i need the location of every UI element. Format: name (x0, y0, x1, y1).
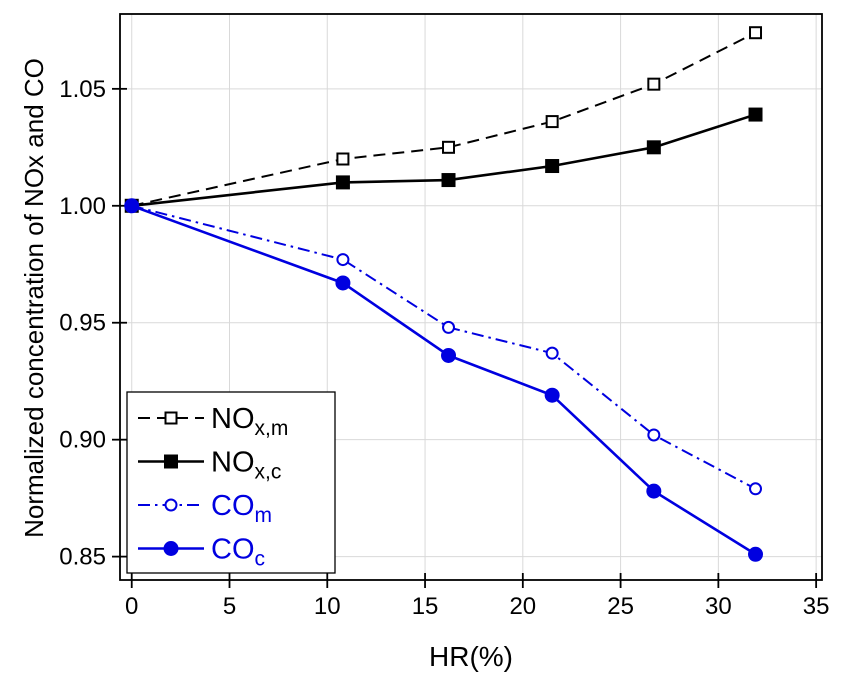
legend-item-com: COm (138, 490, 272, 527)
x-tick-label: 35 (803, 593, 830, 620)
data-point-marker (545, 115, 559, 129)
legend-label: NOx,m (211, 403, 288, 440)
axis-ticks (112, 87, 818, 588)
y-tick-label: 0.95 (59, 310, 106, 337)
x-tick-label: 30 (705, 593, 732, 620)
x-tick-label: 5 (223, 593, 236, 620)
data-point-marker (646, 483, 662, 499)
series-nox-c (124, 107, 763, 213)
legend-item-coc: COc (138, 534, 265, 571)
series-coc (124, 198, 764, 562)
data-point-marker (441, 347, 457, 363)
legend-label: NOx,c (211, 447, 281, 484)
data-point-marker (441, 173, 456, 188)
data-point-marker (748, 546, 764, 562)
y-tick-label: 0.85 (59, 544, 106, 571)
series-line (131, 113, 756, 208)
series-line (131, 204, 757, 556)
data-point-marker (336, 253, 350, 267)
legend-item-nox-c: NOx,c (138, 447, 281, 484)
x-tick-label: 15 (412, 593, 439, 620)
legend-label: COc (211, 534, 265, 571)
data-point-marker (442, 320, 456, 334)
grid (120, 14, 822, 580)
y-tick-label: 1.00 (59, 193, 106, 220)
y-tick-label: 0.90 (59, 427, 106, 454)
data-point-marker (749, 482, 763, 496)
y-tick-label: 1.05 (59, 76, 106, 103)
series-line (131, 204, 756, 490)
data-point-marker (647, 77, 661, 91)
x-axis-label: HR(%) (429, 641, 513, 672)
data-point-marker (442, 140, 456, 154)
data-point-marker (335, 275, 351, 291)
series-line (131, 31, 756, 207)
legend-label: COm (211, 490, 272, 527)
data-point-marker (646, 140, 661, 155)
data-point-marker (335, 175, 350, 190)
data-point-marker (749, 26, 763, 40)
plot-frame (119, 13, 823, 581)
data-point-marker (647, 428, 661, 442)
data-point-marker (124, 198, 140, 214)
data-point-marker (545, 159, 560, 174)
x-tick-label: 20 (509, 593, 536, 620)
tick-labels: 0 5 10 15 20 25 30 35 0.85 0.90 0.95 1.00 1.05 (59, 76, 829, 620)
x-tick-label: 10 (314, 593, 341, 620)
data-point-marker (748, 107, 763, 122)
x-tick-label: 0 (125, 593, 138, 620)
x-tick-label: 25 (607, 593, 634, 620)
legend: NOx,m NOx,c COm COc (126, 391, 336, 574)
data-point-marker (336, 152, 350, 166)
y-axis-label: Normalized concentration of NOx and CO (19, 58, 49, 538)
data-point-marker (544, 387, 560, 403)
data-point-marker (545, 346, 559, 360)
legend-item-nox-m: NOx,m (138, 403, 288, 440)
